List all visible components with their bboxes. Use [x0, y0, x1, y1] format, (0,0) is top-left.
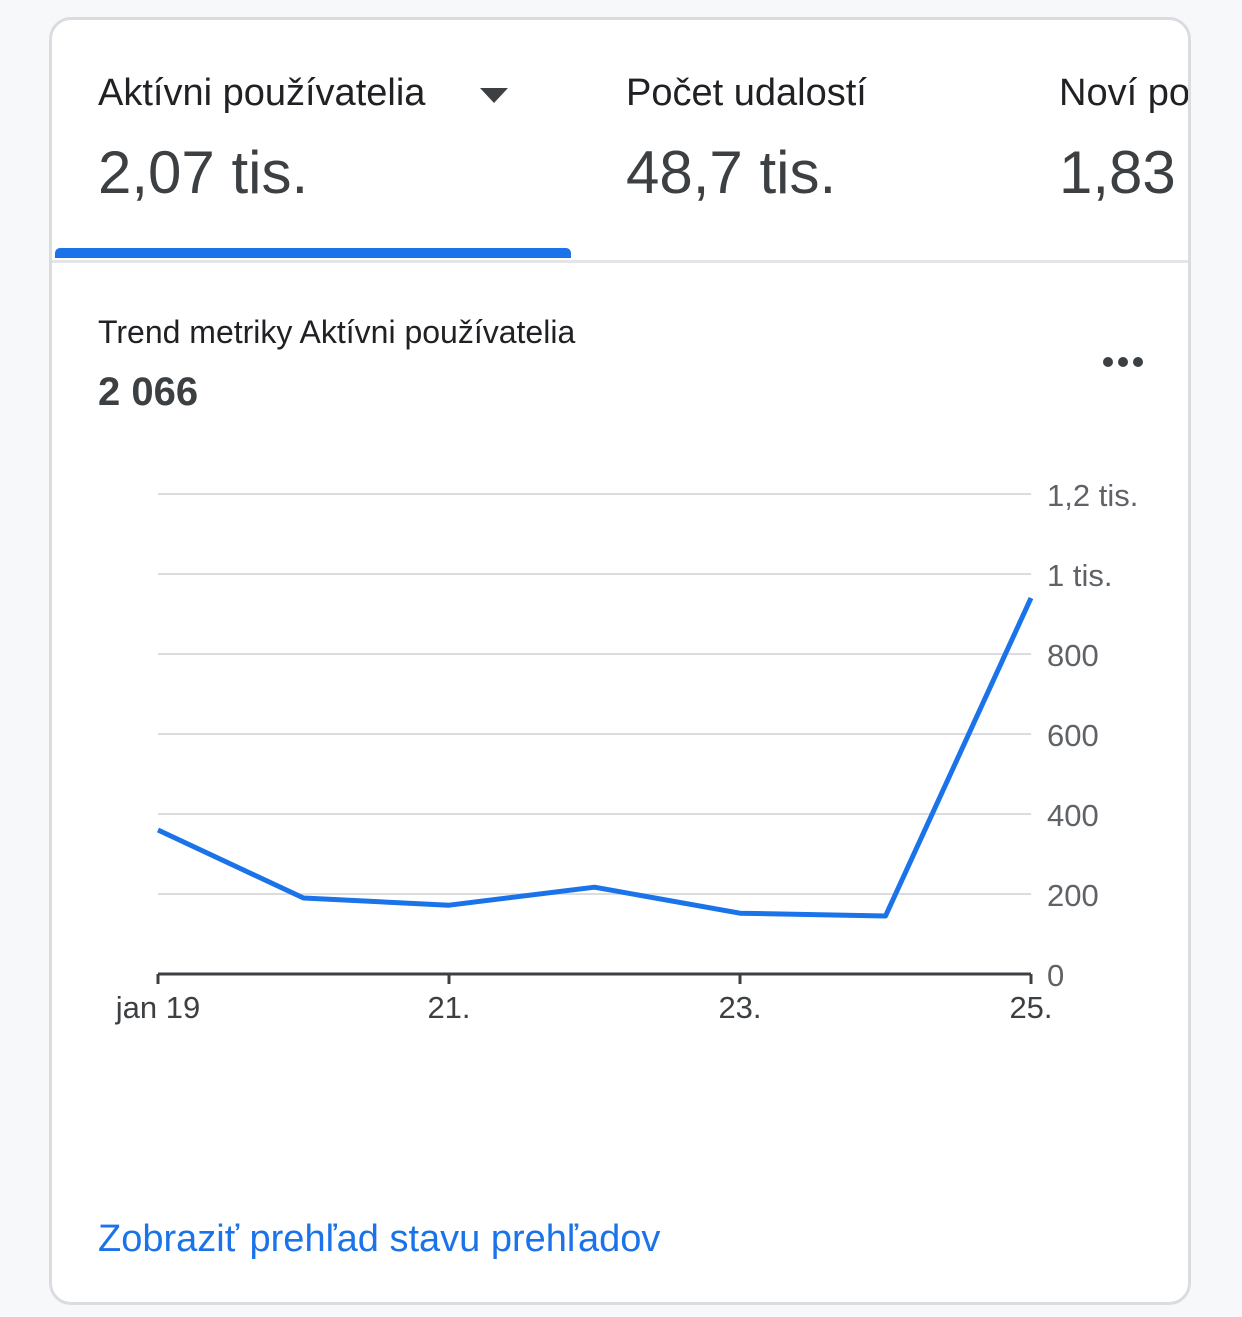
view-reports-link[interactable]: Zobraziť prehľad stavu prehľadov — [98, 1218, 661, 1260]
metric-tabs: Aktívni používatelia 2,07 tis. Počet uda… — [52, 20, 1188, 263]
tab-new-users-value: 1,83 t — [1059, 139, 1188, 206]
tab-event-count-value: 48,7 tis. — [626, 139, 837, 206]
x-tick-label: jan 19 — [115, 990, 200, 1025]
caret-down-icon[interactable] — [480, 88, 508, 103]
more-dot — [1133, 357, 1143, 367]
x-tick-label: 23. — [718, 990, 761, 1025]
more-horizontal-icon[interactable] — [1088, 342, 1158, 382]
line-chart: 0 200 400 600 800 1 tis. 1,2 tis. jan 19 21. 23. 2… — [115, 478, 1139, 1025]
x-tick-label: 25. — [1009, 990, 1052, 1025]
overview-card: Aktívni používatelia 2,07 tis. Počet uda… — [49, 17, 1191, 1305]
series-line — [156, 596, 1034, 919]
tab-new-users[interactable]: Noví po 1,83 t — [1059, 20, 1190, 260]
tab-active-users-value: 2,07 tis. — [98, 139, 309, 206]
tab-new-users-label: Noví po — [1059, 72, 1190, 114]
y-tick-label: 1 tis. — [1047, 558, 1112, 593]
more-dot — [1118, 357, 1128, 367]
y-tick-label: 0 — [1047, 958, 1064, 993]
y-tick-label: 400 — [1047, 798, 1099, 833]
x-tick-label: 21. — [427, 990, 470, 1025]
y-tick-label: 600 — [1047, 718, 1099, 753]
y-tick-label: 200 — [1047, 878, 1099, 913]
selected-tab-indicator — [55, 248, 571, 258]
tab-active-users[interactable]: Aktívni používatelia 2,07 tis. — [98, 20, 578, 260]
y-tick-label: 1,2 tis. — [1047, 478, 1138, 513]
y-tick-label: 800 — [1047, 638, 1099, 673]
chart-total: 2 066 — [98, 370, 199, 414]
tab-active-users-label: Aktívni používatelia — [98, 72, 426, 114]
more-dot — [1103, 357, 1113, 367]
chart-title: Trend metriky Aktívni používatelia — [98, 314, 576, 350]
tab-event-count[interactable]: Počet udalostí 48,7 tis. — [626, 20, 1026, 260]
tab-event-count-label: Počet udalostí — [626, 72, 867, 114]
